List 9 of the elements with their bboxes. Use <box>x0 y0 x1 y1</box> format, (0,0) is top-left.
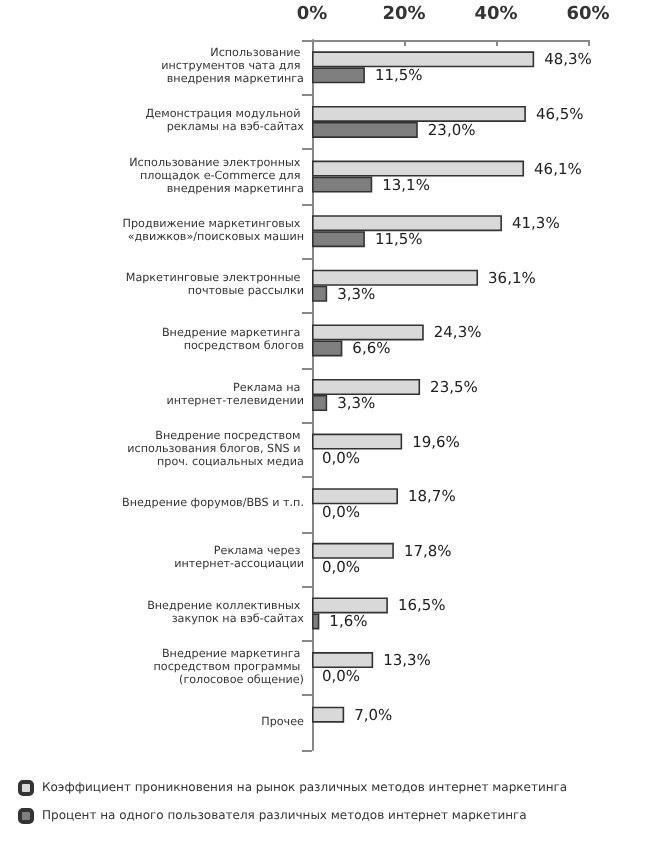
bar <box>312 488 399 505</box>
bar <box>312 542 394 559</box>
bar <box>312 706 345 723</box>
x-tick-label: 40% <box>474 5 518 25</box>
bar <box>312 433 403 450</box>
x-tick-label: 20% <box>382 5 426 25</box>
bar <box>312 652 374 669</box>
x-tick-label: 60% <box>566 5 610 25</box>
x-tick-label: 0% <box>296 5 328 25</box>
